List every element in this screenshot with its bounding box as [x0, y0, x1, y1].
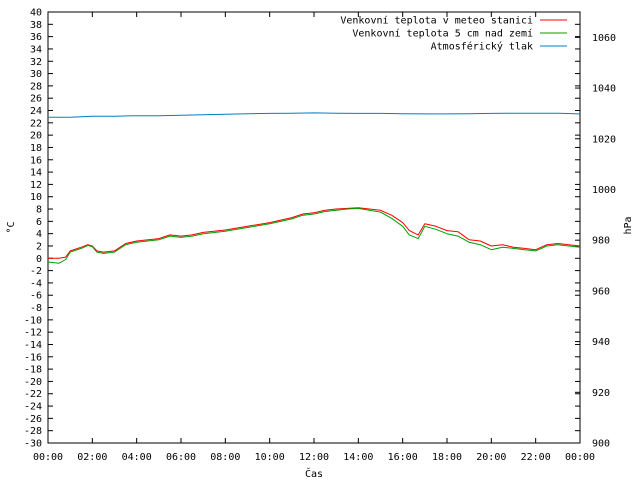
y-tick-label: 16 — [30, 155, 42, 166]
y2-tick-label: 1020 — [592, 134, 616, 145]
y-tick-label: 18 — [30, 143, 42, 154]
x-tick-label: 00:00 — [565, 452, 595, 463]
x-tick-label: 00:00 — [33, 452, 63, 463]
y2-axis-label: hPa — [623, 216, 634, 234]
legend: Venkovní teplota v meteo staniciVenkovní… — [340, 15, 567, 53]
y-tick-label: -10 — [24, 315, 42, 326]
y-tick-label: 32 — [30, 57, 42, 68]
y-tick-label: 22 — [30, 118, 42, 129]
series-layer — [47, 112, 581, 264]
y-tick-label: -22 — [24, 389, 42, 400]
series-line-1 — [47, 207, 581, 264]
y-tick-label: 12 — [30, 180, 42, 191]
x-tick-label: 12:00 — [299, 452, 329, 463]
x-tick-label: 10:00 — [255, 452, 285, 463]
legend-label: Venkovní teplota v meteo stanici — [340, 15, 533, 27]
y-tick-label: 0 — [36, 254, 42, 265]
y-tick-label: -18 — [24, 365, 42, 376]
y-tick-label: -28 — [24, 426, 42, 437]
y-tick-label: 36 — [30, 32, 42, 43]
y2-tick-label: 960 — [592, 286, 610, 297]
y2-tick-label: 1040 — [592, 84, 616, 95]
y2-tick-label: 940 — [592, 337, 610, 348]
y2-tick-label: 920 — [592, 388, 610, 399]
y-tick-label: -12 — [24, 328, 42, 339]
x-tick-label: 08:00 — [210, 452, 240, 463]
y-tick-label: -14 — [24, 340, 42, 351]
y2-tick-label: 1060 — [592, 33, 616, 44]
axis-layer: 4038363432302826242220181614121086420-2-… — [24, 8, 616, 464]
y-tick-label: -30 — [24, 439, 42, 450]
y-axis-label: °C — [6, 221, 17, 233]
y-tick-label: -8 — [30, 303, 42, 314]
y-tick-label: 2 — [36, 241, 42, 252]
y2-tick-label: 900 — [592, 439, 610, 450]
y-tick-label: 20 — [30, 131, 42, 142]
y-tick-label: 34 — [30, 44, 42, 55]
y-tick-label: 26 — [30, 94, 42, 105]
x-axis-label: Čas — [305, 467, 323, 480]
x-tick-label: 02:00 — [77, 452, 107, 463]
x-tick-label: 14:00 — [343, 452, 373, 463]
x-tick-label: 18:00 — [432, 452, 462, 463]
y-tick-label: -26 — [24, 414, 42, 425]
y-tick-label: -20 — [24, 377, 42, 388]
y-tick-label: 6 — [36, 217, 42, 228]
y-tick-label: 10 — [30, 192, 42, 203]
legend-label: Venkovní teplota 5 cm nad zemí — [352, 28, 533, 40]
y-tick-label: 4 — [36, 229, 42, 240]
y-tick-label: -4 — [30, 278, 42, 289]
x-tick-label: 16:00 — [388, 452, 418, 463]
y-tick-label: 30 — [30, 69, 42, 80]
y-tick-label: 24 — [30, 106, 42, 117]
y-tick-label: 40 — [30, 8, 42, 19]
x-tick-label: 04:00 — [122, 452, 152, 463]
y-tick-label: -16 — [24, 352, 42, 363]
y2-tick-label: 1000 — [592, 185, 616, 196]
y-tick-label: -2 — [30, 266, 42, 277]
legend-label: Atmosférický tlak — [431, 41, 533, 53]
y-tick-label: -6 — [30, 291, 42, 302]
y-tick-label: 28 — [30, 81, 42, 92]
x-tick-label: 06:00 — [166, 452, 196, 463]
y-tick-label: 8 — [36, 205, 42, 216]
y-tick-label: 14 — [30, 168, 42, 179]
series-line-2 — [48, 112, 581, 118]
y-tick-label: -24 — [24, 402, 42, 413]
series-line-0 — [48, 207, 581, 259]
x-tick-label: 22:00 — [521, 452, 551, 463]
y2-tick-label: 980 — [592, 236, 610, 247]
y-tick-label: 38 — [30, 20, 42, 31]
x-tick-label: 20:00 — [476, 452, 506, 463]
